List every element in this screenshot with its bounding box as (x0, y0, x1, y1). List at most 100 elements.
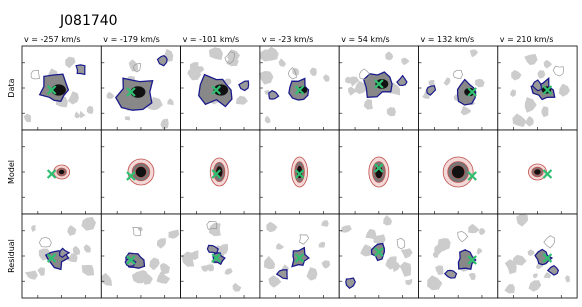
noise (86, 105, 94, 114)
neg-contour (396, 237, 406, 250)
noise (67, 225, 77, 236)
row-label: Data (7, 78, 16, 97)
contour (268, 90, 280, 100)
centroid-marker (467, 171, 477, 181)
noise (156, 271, 171, 284)
neg-contour (30, 69, 41, 80)
centroid-marker (467, 87, 477, 97)
contour (206, 244, 219, 254)
centroid-marker (126, 87, 136, 97)
noise (385, 256, 397, 270)
emission-core (464, 87, 475, 97)
noise (340, 225, 352, 233)
column-header: v = 132 km/s (421, 35, 475, 44)
noise (516, 213, 529, 227)
panel (338, 213, 419, 299)
contour (275, 269, 288, 280)
noise (167, 98, 174, 106)
contour (345, 277, 356, 289)
noise (278, 58, 286, 67)
panel (21, 129, 102, 215)
noise (322, 74, 330, 82)
column-header: v = -257 km/s (24, 35, 81, 44)
noise (318, 241, 325, 248)
contour (58, 247, 71, 259)
noise (83, 244, 91, 253)
panel (100, 213, 182, 299)
model-core (451, 165, 465, 179)
noise (543, 272, 552, 279)
noise (347, 86, 358, 96)
noise (427, 275, 443, 291)
noise (25, 270, 38, 280)
figure-title: J081740 (59, 13, 118, 29)
noise (565, 275, 570, 283)
noise (428, 79, 435, 87)
model-core (533, 168, 542, 176)
contour (238, 80, 250, 92)
panel (259, 213, 340, 299)
centroid-marker (542, 169, 553, 179)
neg-contour (452, 69, 463, 79)
panel (338, 129, 419, 215)
contour (156, 55, 168, 67)
centroid-marker (374, 163, 384, 173)
noise (512, 254, 527, 266)
panel-bg (101, 214, 181, 298)
noise (468, 223, 480, 234)
model-core (135, 166, 147, 178)
noise (259, 71, 274, 85)
noise (528, 280, 542, 292)
noise (321, 220, 329, 227)
noise (321, 260, 331, 269)
noise (194, 66, 205, 75)
noise (510, 89, 516, 97)
noise (512, 113, 527, 128)
emission (534, 248, 554, 266)
noise (106, 91, 115, 99)
noise (524, 97, 537, 113)
noise (400, 248, 413, 259)
noise (348, 76, 360, 87)
panel (418, 129, 499, 215)
noise (156, 238, 166, 249)
noise (443, 77, 451, 86)
noise (401, 57, 410, 66)
noise (128, 59, 138, 72)
noise (37, 267, 45, 276)
panel (418, 213, 499, 299)
noise (72, 245, 80, 256)
noise (187, 70, 194, 75)
column-header: v = -23 km/s (262, 35, 313, 44)
centroid-marker (46, 85, 57, 95)
noise (74, 111, 80, 119)
noise (399, 261, 412, 277)
neg-contour (457, 231, 469, 243)
contour (75, 64, 86, 76)
noise (65, 56, 76, 69)
noise (383, 215, 393, 226)
noise (309, 67, 317, 76)
neg-contour (224, 51, 236, 64)
centroid-marker (374, 247, 384, 257)
noise (363, 99, 373, 110)
noise (259, 49, 274, 62)
emission-core (130, 86, 146, 98)
panel (100, 45, 182, 131)
noise (187, 67, 202, 81)
noise (468, 272, 476, 281)
centroid-marker (294, 169, 305, 179)
centroid-marker (542, 253, 553, 263)
noise (543, 59, 553, 69)
noise (263, 255, 275, 270)
noise (31, 225, 36, 232)
contour (396, 74, 408, 87)
emission (457, 249, 477, 270)
noise (67, 253, 78, 263)
noise (525, 116, 534, 127)
centroid-marker (211, 85, 222, 95)
noise (504, 284, 515, 294)
noise (224, 268, 233, 275)
neg-contour (287, 67, 298, 80)
